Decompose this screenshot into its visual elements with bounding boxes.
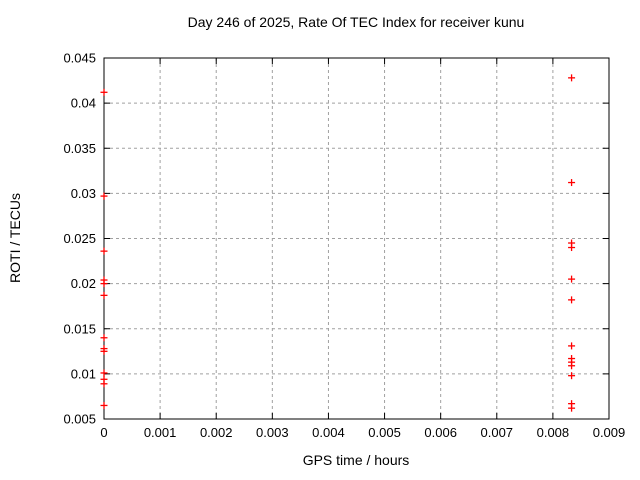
y-tick-label: 0.03 xyxy=(71,186,96,201)
y-axis-label: ROTI / TECUs xyxy=(7,193,23,283)
x-tick-label: 0.008 xyxy=(537,425,570,440)
x-tick-label: 0.001 xyxy=(144,425,177,440)
y-tick-label: 0.045 xyxy=(63,51,96,66)
y-tick-label: 0.035 xyxy=(63,141,96,156)
y-tick-label: 0.015 xyxy=(63,321,96,336)
y-tick-label: 0.04 xyxy=(71,96,96,111)
y-tick-label: 0.01 xyxy=(71,366,96,381)
x-tick-label: 0.002 xyxy=(200,425,233,440)
chart-title: Day 246 of 2025, Rate Of TEC Index for r… xyxy=(187,14,525,30)
x-tick-label: 0.009 xyxy=(593,425,626,440)
x-tick-label: 0.003 xyxy=(256,425,289,440)
x-tick-label: 0.005 xyxy=(368,425,401,440)
y-tick-label: 0.02 xyxy=(71,276,96,291)
x-tick-label: 0.007 xyxy=(481,425,514,440)
x-tick-label: 0.006 xyxy=(424,425,457,440)
y-tick-label: 0.005 xyxy=(63,412,96,427)
x-axis-label: GPS time / hours xyxy=(302,452,410,468)
plot-border xyxy=(103,57,610,420)
x-tick-label: 0 xyxy=(100,425,107,440)
y-tick-label: 0.025 xyxy=(63,231,96,246)
x-tick-label: 0.004 xyxy=(312,425,345,440)
